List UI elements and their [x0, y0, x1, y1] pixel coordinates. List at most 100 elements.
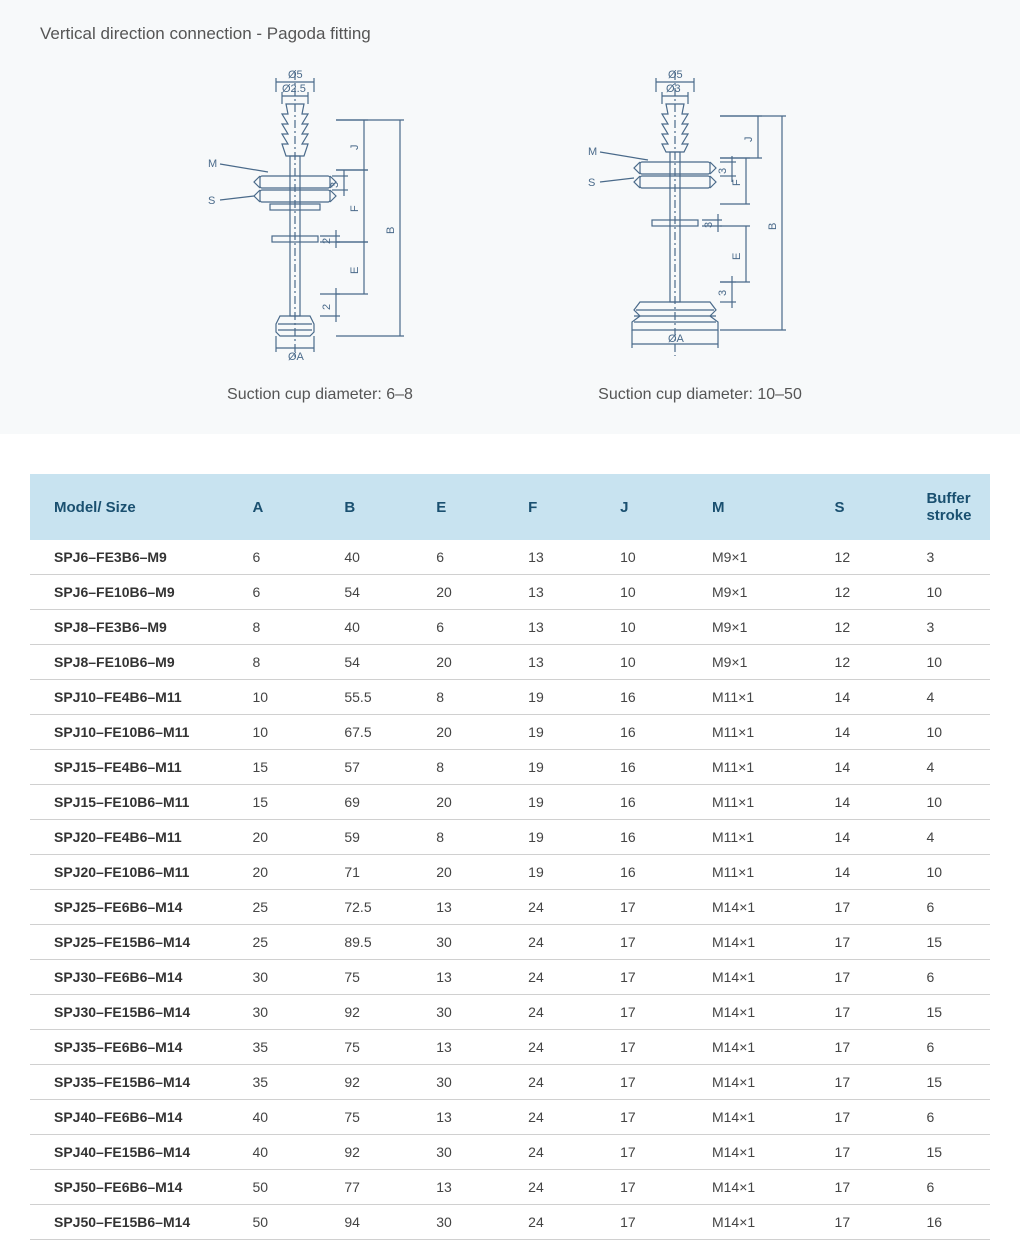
table-cell: 13: [428, 1100, 520, 1135]
table-cell: 30: [428, 1065, 520, 1100]
svg-text:F: F: [349, 205, 361, 212]
table-cell: 14: [827, 680, 919, 715]
diagram-left: Ø5 Ø2.5: [190, 64, 450, 404]
table-cell: 6: [244, 575, 336, 610]
table-cell: 17: [827, 995, 919, 1030]
table-cell: 8: [428, 680, 520, 715]
table-cell: 15: [918, 1065, 990, 1100]
table-cell: 24: [520, 1065, 612, 1100]
table-cell: 72.5: [336, 890, 428, 925]
table-row: SPJ35–FE15B6–M143592302417M14×11715: [30, 1065, 990, 1100]
table-cell: 19: [520, 820, 612, 855]
col-a: A: [244, 474, 336, 540]
table-cell: 19: [520, 785, 612, 820]
table-row: SPJ50–FE15B6–M145094302417M14×11716: [30, 1205, 990, 1240]
table-cell: 30: [244, 960, 336, 995]
table-cell: 13: [520, 575, 612, 610]
table-cell: 17: [827, 1065, 919, 1100]
table-cell: 30: [428, 1205, 520, 1240]
table-cell: 25: [244, 890, 336, 925]
table-cell: 92: [336, 1135, 428, 1170]
table-cell: 13: [520, 645, 612, 680]
spec-table: Model/ Size A B E F J M S Buffer stroke …: [30, 474, 990, 1240]
table-cell: M9×1: [704, 645, 827, 680]
table-cell: 40: [244, 1100, 336, 1135]
table-cell: 10: [612, 610, 704, 645]
table-cell: 24: [520, 1135, 612, 1170]
table-cell: 17: [612, 1135, 704, 1170]
table-cell: 13: [428, 960, 520, 995]
table-cell: 6: [918, 960, 990, 995]
table-cell: 17: [612, 995, 704, 1030]
table-row: SPJ30–FE15B6–M143092302417M14×11715: [30, 995, 990, 1030]
table-cell: 14: [827, 750, 919, 785]
table-cell: 17: [612, 1170, 704, 1205]
table-cell: 17: [827, 1100, 919, 1135]
table-cell: 17: [827, 890, 919, 925]
svg-text:F: F: [731, 179, 743, 186]
table-cell: 13: [520, 540, 612, 575]
table-cell: 20: [428, 785, 520, 820]
table-cell: M14×1: [704, 1065, 827, 1100]
table-cell: 77: [336, 1170, 428, 1205]
table-cell: 14: [827, 855, 919, 890]
table-cell: 17: [612, 1100, 704, 1135]
table-cell: SPJ40–FE15B6–M14: [30, 1135, 244, 1170]
table-cell: 10: [918, 715, 990, 750]
table-cell: 24: [520, 960, 612, 995]
table-cell: 40: [336, 540, 428, 575]
table-cell: 4: [918, 750, 990, 785]
col-j: J: [612, 474, 704, 540]
table-cell: 71: [336, 855, 428, 890]
table-cell: 16: [612, 680, 704, 715]
table-cell: 24: [520, 1205, 612, 1240]
table-cell: 17: [827, 1030, 919, 1065]
table-cell: 10: [918, 575, 990, 610]
svg-text:M: M: [588, 146, 597, 158]
table-cell: 20: [244, 855, 336, 890]
table-cell: 6: [918, 1030, 990, 1065]
diagram-left-caption: Suction cup diameter: 6–8: [227, 386, 413, 404]
table-cell: 13: [428, 890, 520, 925]
table-cell: M9×1: [704, 610, 827, 645]
table-cell: M11×1: [704, 680, 827, 715]
table-row: SPJ15–FE10B6–M111569201916M11×11410: [30, 785, 990, 820]
table-cell: 6: [918, 1170, 990, 1205]
table-cell: SPJ35–FE15B6–M14: [30, 1065, 244, 1100]
table-cell: 94: [336, 1205, 428, 1240]
table-cell: 16: [612, 855, 704, 890]
table-cell: 35: [244, 1065, 336, 1100]
svg-text:J: J: [743, 137, 755, 143]
col-s: S: [827, 474, 919, 540]
col-m: M: [704, 474, 827, 540]
table-row: SPJ40–FE6B6–M144075132417M14×1176: [30, 1100, 990, 1135]
section-title: Vertical direction connection - Pagoda f…: [40, 24, 980, 44]
table-cell: SPJ25–FE6B6–M14: [30, 890, 244, 925]
table-cell: 20: [428, 855, 520, 890]
table-cell: 54: [336, 575, 428, 610]
table-cell: 13: [520, 610, 612, 645]
table-cell: 20: [428, 645, 520, 680]
svg-text:Ø3: Ø3: [666, 83, 681, 95]
col-model: Model/ Size: [30, 474, 244, 540]
table-cell: 50: [244, 1205, 336, 1240]
table-cell: 40: [336, 610, 428, 645]
table-cell: 50: [244, 1170, 336, 1205]
table-cell: SPJ50–FE15B6–M14: [30, 1205, 244, 1240]
table-row: SPJ40–FE15B6–M144092302417M14×11715: [30, 1135, 990, 1170]
table-cell: 14: [827, 785, 919, 820]
table-cell: 54: [336, 645, 428, 680]
svg-text:E: E: [349, 267, 361, 274]
svg-text:B: B: [385, 227, 397, 234]
table-cell: 3: [918, 610, 990, 645]
table-cell: 69: [336, 785, 428, 820]
table-cell: M9×1: [704, 575, 827, 610]
table-cell: SPJ20–FE10B6–M11: [30, 855, 244, 890]
table-cell: SPJ10–FE4B6–M11: [30, 680, 244, 715]
table-cell: 17: [827, 1205, 919, 1240]
table-row: SPJ25–FE15B6–M142589.5302417M14×11715: [30, 925, 990, 960]
table-cell: 35: [244, 1030, 336, 1065]
table-cell: 12: [827, 610, 919, 645]
col-buffer: Buffer stroke: [918, 474, 990, 540]
table-cell: M14×1: [704, 1135, 827, 1170]
